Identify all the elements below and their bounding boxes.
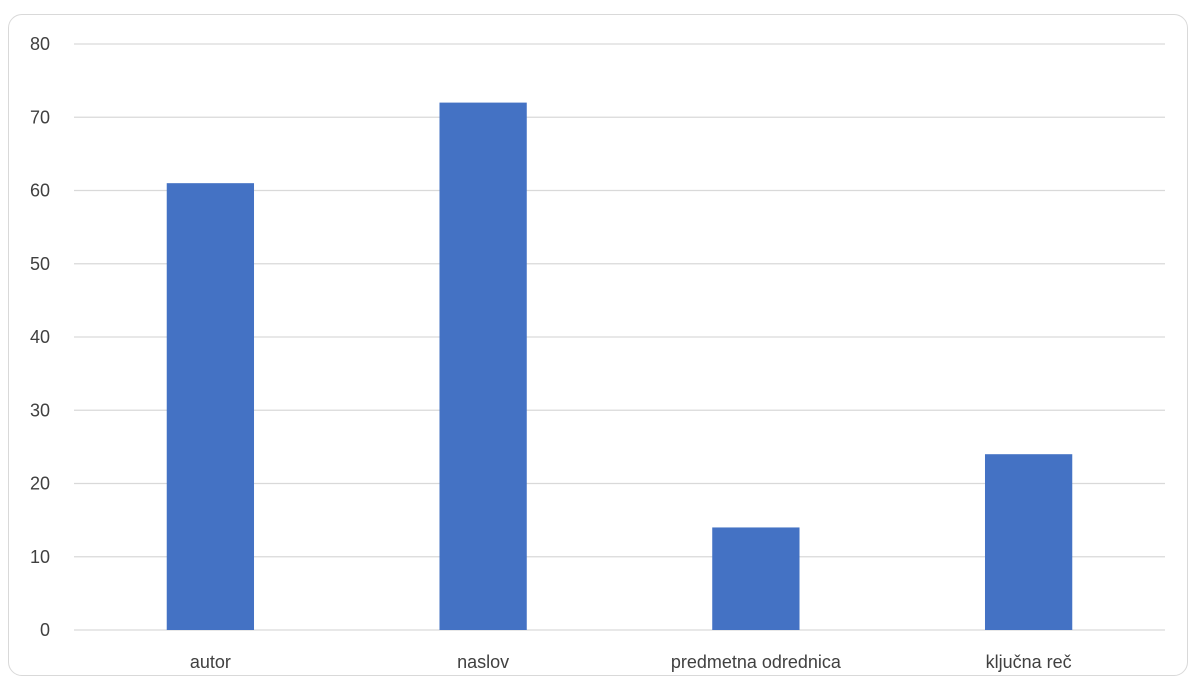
- x-category-label: autor: [190, 652, 231, 672]
- y-tick-label: 80: [30, 34, 50, 54]
- y-tick-label: 10: [30, 547, 50, 567]
- y-tick-label: 20: [30, 474, 50, 494]
- bar-autor: [166, 183, 255, 631]
- x-category-label: naslov: [457, 652, 509, 672]
- bar-predmetna-odrednica: [712, 527, 800, 630]
- bar-naslov: [439, 102, 527, 631]
- y-axis-ticks: 0 10 20 30 40 50 60 70 80: [30, 34, 50, 640]
- bar-ključna-reč: [984, 454, 1073, 630]
- x-category-label: ključna reč: [986, 652, 1072, 672]
- y-tick-label: 50: [30, 254, 50, 274]
- bars: [166, 102, 1073, 631]
- y-tick-label: 0: [40, 620, 50, 640]
- y-tick-label: 70: [30, 107, 50, 127]
- y-tick-label: 30: [30, 400, 50, 420]
- x-axis-labels: autor naslov predmetna odrednica ključna re…: [190, 652, 1072, 672]
- y-tick-label: 40: [30, 327, 50, 347]
- y-tick-label: 60: [30, 181, 50, 201]
- x-category-label: predmetna odrednica: [671, 652, 842, 672]
- gridlines: [74, 43, 1165, 631]
